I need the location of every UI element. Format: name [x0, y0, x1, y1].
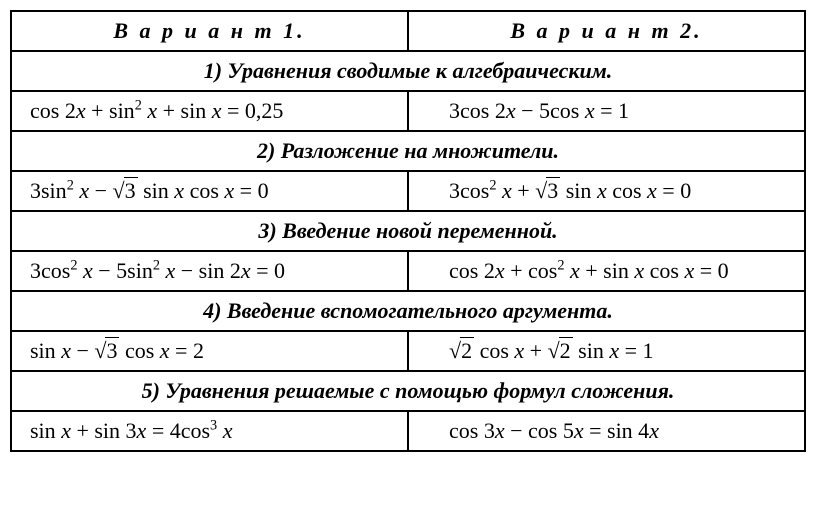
exercise-table: В а р и а н т 1. В а р и а н т 2. 1) Ура… — [10, 10, 806, 452]
eq-4-left: sin x − 3 cos x = 2 — [11, 331, 408, 371]
section-5-title-row: 5) Уравнения решаемые с помощью формул с… — [11, 371, 805, 411]
section-5-equations: sin x + sin 3x = 4cos3 x cos 3x − cos 5x… — [11, 411, 805, 451]
eq-4-right: 2 cos x + 2 sin x = 1 — [408, 331, 805, 371]
section-2-title: 2) Разложение на множители. — [11, 131, 805, 171]
section-2-equations: 3sin2 x − 3 sin x cos x = 0 3cos2 x + 3 … — [11, 171, 805, 211]
header-variant-2: В а р и а н т 2. — [408, 11, 805, 51]
eq-5-right: cos 3x − cos 5x = sin 4x — [408, 411, 805, 451]
section-2-title-row: 2) Разложение на множители. — [11, 131, 805, 171]
section-3-equations: 3cos2 x − 5sin2 x − sin 2x = 0 cos 2x + … — [11, 251, 805, 291]
section-4-title-row: 4) Введение вспомогательного аргумента. — [11, 291, 805, 331]
eq-2-right: 3cos2 x + 3 sin x cos x = 0 — [408, 171, 805, 211]
section-1-title-row: 1) Уравнения сводимые к алгебраическим. — [11, 51, 805, 91]
section-3-title: 3) Введение новой переменной. — [11, 211, 805, 251]
section-3-title-row: 3) Введение новой переменной. — [11, 211, 805, 251]
section-1-equations: cos 2x + sin2 x + sin x = 0,25 3cos 2x −… — [11, 91, 805, 131]
header-row: В а р и а н т 1. В а р и а н т 2. — [11, 11, 805, 51]
eq-5-left: sin x + sin 3x = 4cos3 x — [11, 411, 408, 451]
eq-3-left: 3cos2 x − 5sin2 x − sin 2x = 0 — [11, 251, 408, 291]
section-4-title: 4) Введение вспомогательного аргумента. — [11, 291, 805, 331]
eq-3-right: cos 2x + cos2 x + sin x cos x = 0 — [408, 251, 805, 291]
eq-2-left: 3sin2 x − 3 sin x cos x = 0 — [11, 171, 408, 211]
eq-1-left: cos 2x + sin2 x + sin x = 0,25 — [11, 91, 408, 131]
section-4-equations: sin x − 3 cos x = 2 2 cos x + 2 sin x = … — [11, 331, 805, 371]
header-variant-1: В а р и а н т 1. — [11, 11, 408, 51]
section-5-title: 5) Уравнения решаемые с помощью формул с… — [11, 371, 805, 411]
section-1-title: 1) Уравнения сводимые к алгебраическим. — [11, 51, 805, 91]
eq-1-right: 3cos 2x − 5cos x = 1 — [408, 91, 805, 131]
